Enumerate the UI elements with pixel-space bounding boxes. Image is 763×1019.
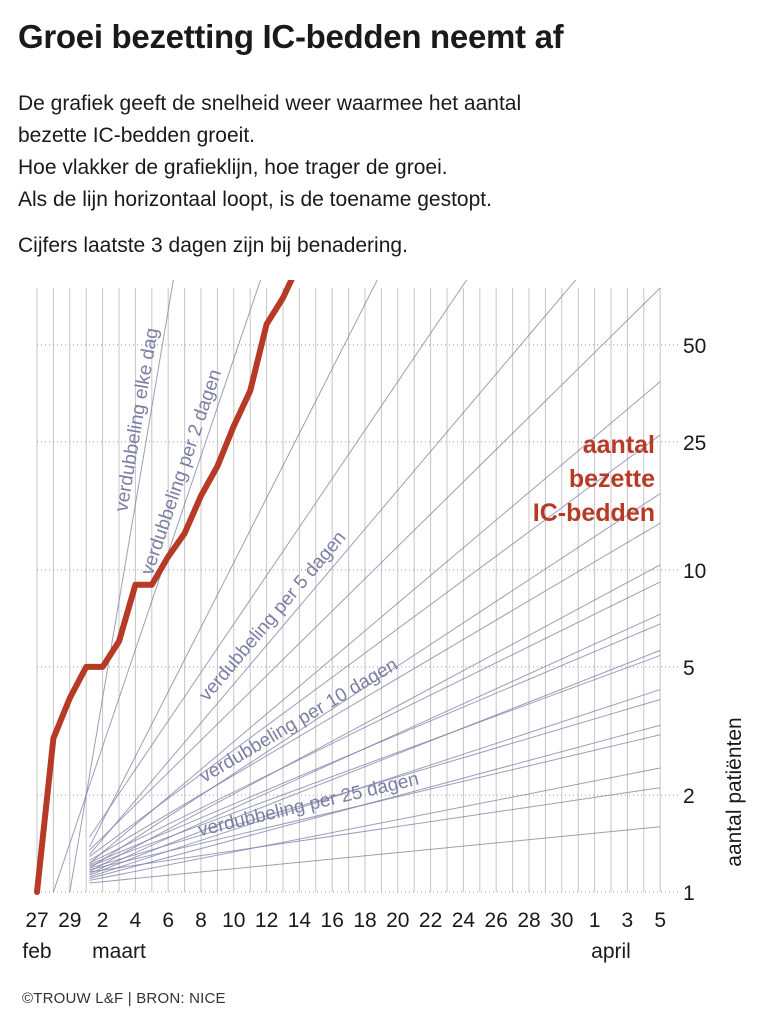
x-tick-label: 8 xyxy=(195,909,207,932)
x-tick-label: 4 xyxy=(130,909,142,932)
doubling-line xyxy=(89,734,661,871)
x-tick-label: 30 xyxy=(550,909,573,932)
doubling-line xyxy=(89,826,661,884)
y-tick-label: 5 xyxy=(683,657,695,680)
x-tick-label: 26 xyxy=(485,909,508,932)
doubling-line xyxy=(89,280,378,848)
series-label: bezette xyxy=(569,465,655,493)
doubling-line xyxy=(89,689,661,878)
doubling-line xyxy=(89,434,661,857)
chart-title: Groei bezetting IC-bedden neemt af xyxy=(18,18,564,55)
doubling-line xyxy=(89,381,661,864)
y-tick-label: 25 xyxy=(683,432,706,455)
doubling-line xyxy=(89,623,661,866)
data-point xyxy=(198,493,204,498)
x-tick-label: 5 xyxy=(654,909,666,932)
intro-line: De grafiek geeft de snelheid weer waarme… xyxy=(18,92,522,115)
y-tick-label: 10 xyxy=(683,560,706,583)
data-point xyxy=(231,423,236,429)
x-tick-label: 29 xyxy=(58,909,81,932)
x-tick-label: 27 xyxy=(25,909,48,932)
x-tick-label: 18 xyxy=(353,909,376,932)
intro-line: Als de lijn horizontaal loopt, is de toe… xyxy=(18,188,492,211)
series-label: IC-bedden xyxy=(533,499,655,527)
doubling-line xyxy=(89,564,661,872)
y-tick-label: 2 xyxy=(683,785,695,808)
data-point xyxy=(248,388,253,394)
doubling-line-label: verdubbeling per 25 dagen xyxy=(196,769,421,841)
grid xyxy=(36,288,680,893)
ic-beds-series: aantal bezette IC-bedden xyxy=(34,280,655,895)
x-tick-label: 20 xyxy=(386,909,409,932)
x-tick-label: 24 xyxy=(452,909,476,932)
doubling-line xyxy=(89,287,661,851)
doubling-line xyxy=(52,280,262,893)
data-point xyxy=(280,295,286,301)
x-tick-label: 1 xyxy=(589,909,601,932)
doubling-line xyxy=(89,280,577,855)
x-month-label: april xyxy=(591,940,631,963)
data-point xyxy=(182,531,187,536)
x-tick-label: 10 xyxy=(222,909,245,932)
doubling-line xyxy=(69,280,174,893)
data-point xyxy=(67,695,73,701)
y-axis-label: aantal patiënten xyxy=(723,717,746,866)
data-point xyxy=(34,889,40,895)
x-month-label: maart xyxy=(92,940,146,963)
x-tick-label: 3 xyxy=(622,909,634,932)
doubling-line xyxy=(89,493,661,869)
data-point xyxy=(215,464,220,469)
doubling-line xyxy=(89,522,661,861)
source-credit: ©TROUW L&F | BRON: NICE xyxy=(22,990,226,1007)
data-point xyxy=(51,736,56,741)
intro-text: De grafiek geeft de snelheid weer waarme… xyxy=(18,88,738,216)
doubling-line xyxy=(89,767,661,881)
data-point xyxy=(84,664,89,670)
data-point xyxy=(100,664,105,670)
x-tick-label: 16 xyxy=(321,909,344,932)
data-point xyxy=(166,554,171,559)
x-tick-label: 2 xyxy=(97,909,109,932)
x-tick-label: 14 xyxy=(288,909,312,932)
ic-beds-line xyxy=(34,280,295,895)
series-label: aantal xyxy=(583,431,655,459)
data-point xyxy=(133,582,138,587)
axes: 12510255010020050010002000aantal patiënt… xyxy=(22,335,746,963)
x-tick-label: 22 xyxy=(419,909,442,932)
doubling-line xyxy=(89,699,661,869)
doubling-line xyxy=(89,581,661,864)
doubling-line xyxy=(89,787,661,873)
intro-line: Hoe vlakker de grafieklijn, hoe trager d… xyxy=(18,156,448,179)
doubling-line xyxy=(89,280,468,838)
y-tick-label: 1 xyxy=(683,882,695,905)
doubling-line xyxy=(89,649,661,876)
approximation-note: Cijfers laatste 3 dagen zijn bij benader… xyxy=(18,234,408,257)
doubling-line xyxy=(89,654,661,867)
intro-line: bezette IC-bedden groeit. xyxy=(18,124,255,147)
data-point xyxy=(149,582,154,587)
data-point xyxy=(116,639,122,644)
x-month-label: feb xyxy=(22,940,51,963)
data-point xyxy=(264,321,269,327)
x-tick-label: 28 xyxy=(517,909,540,932)
y-tick-label: 50 xyxy=(683,335,706,358)
x-tick-label: 12 xyxy=(255,909,278,932)
x-tick-label: 6 xyxy=(162,909,174,932)
